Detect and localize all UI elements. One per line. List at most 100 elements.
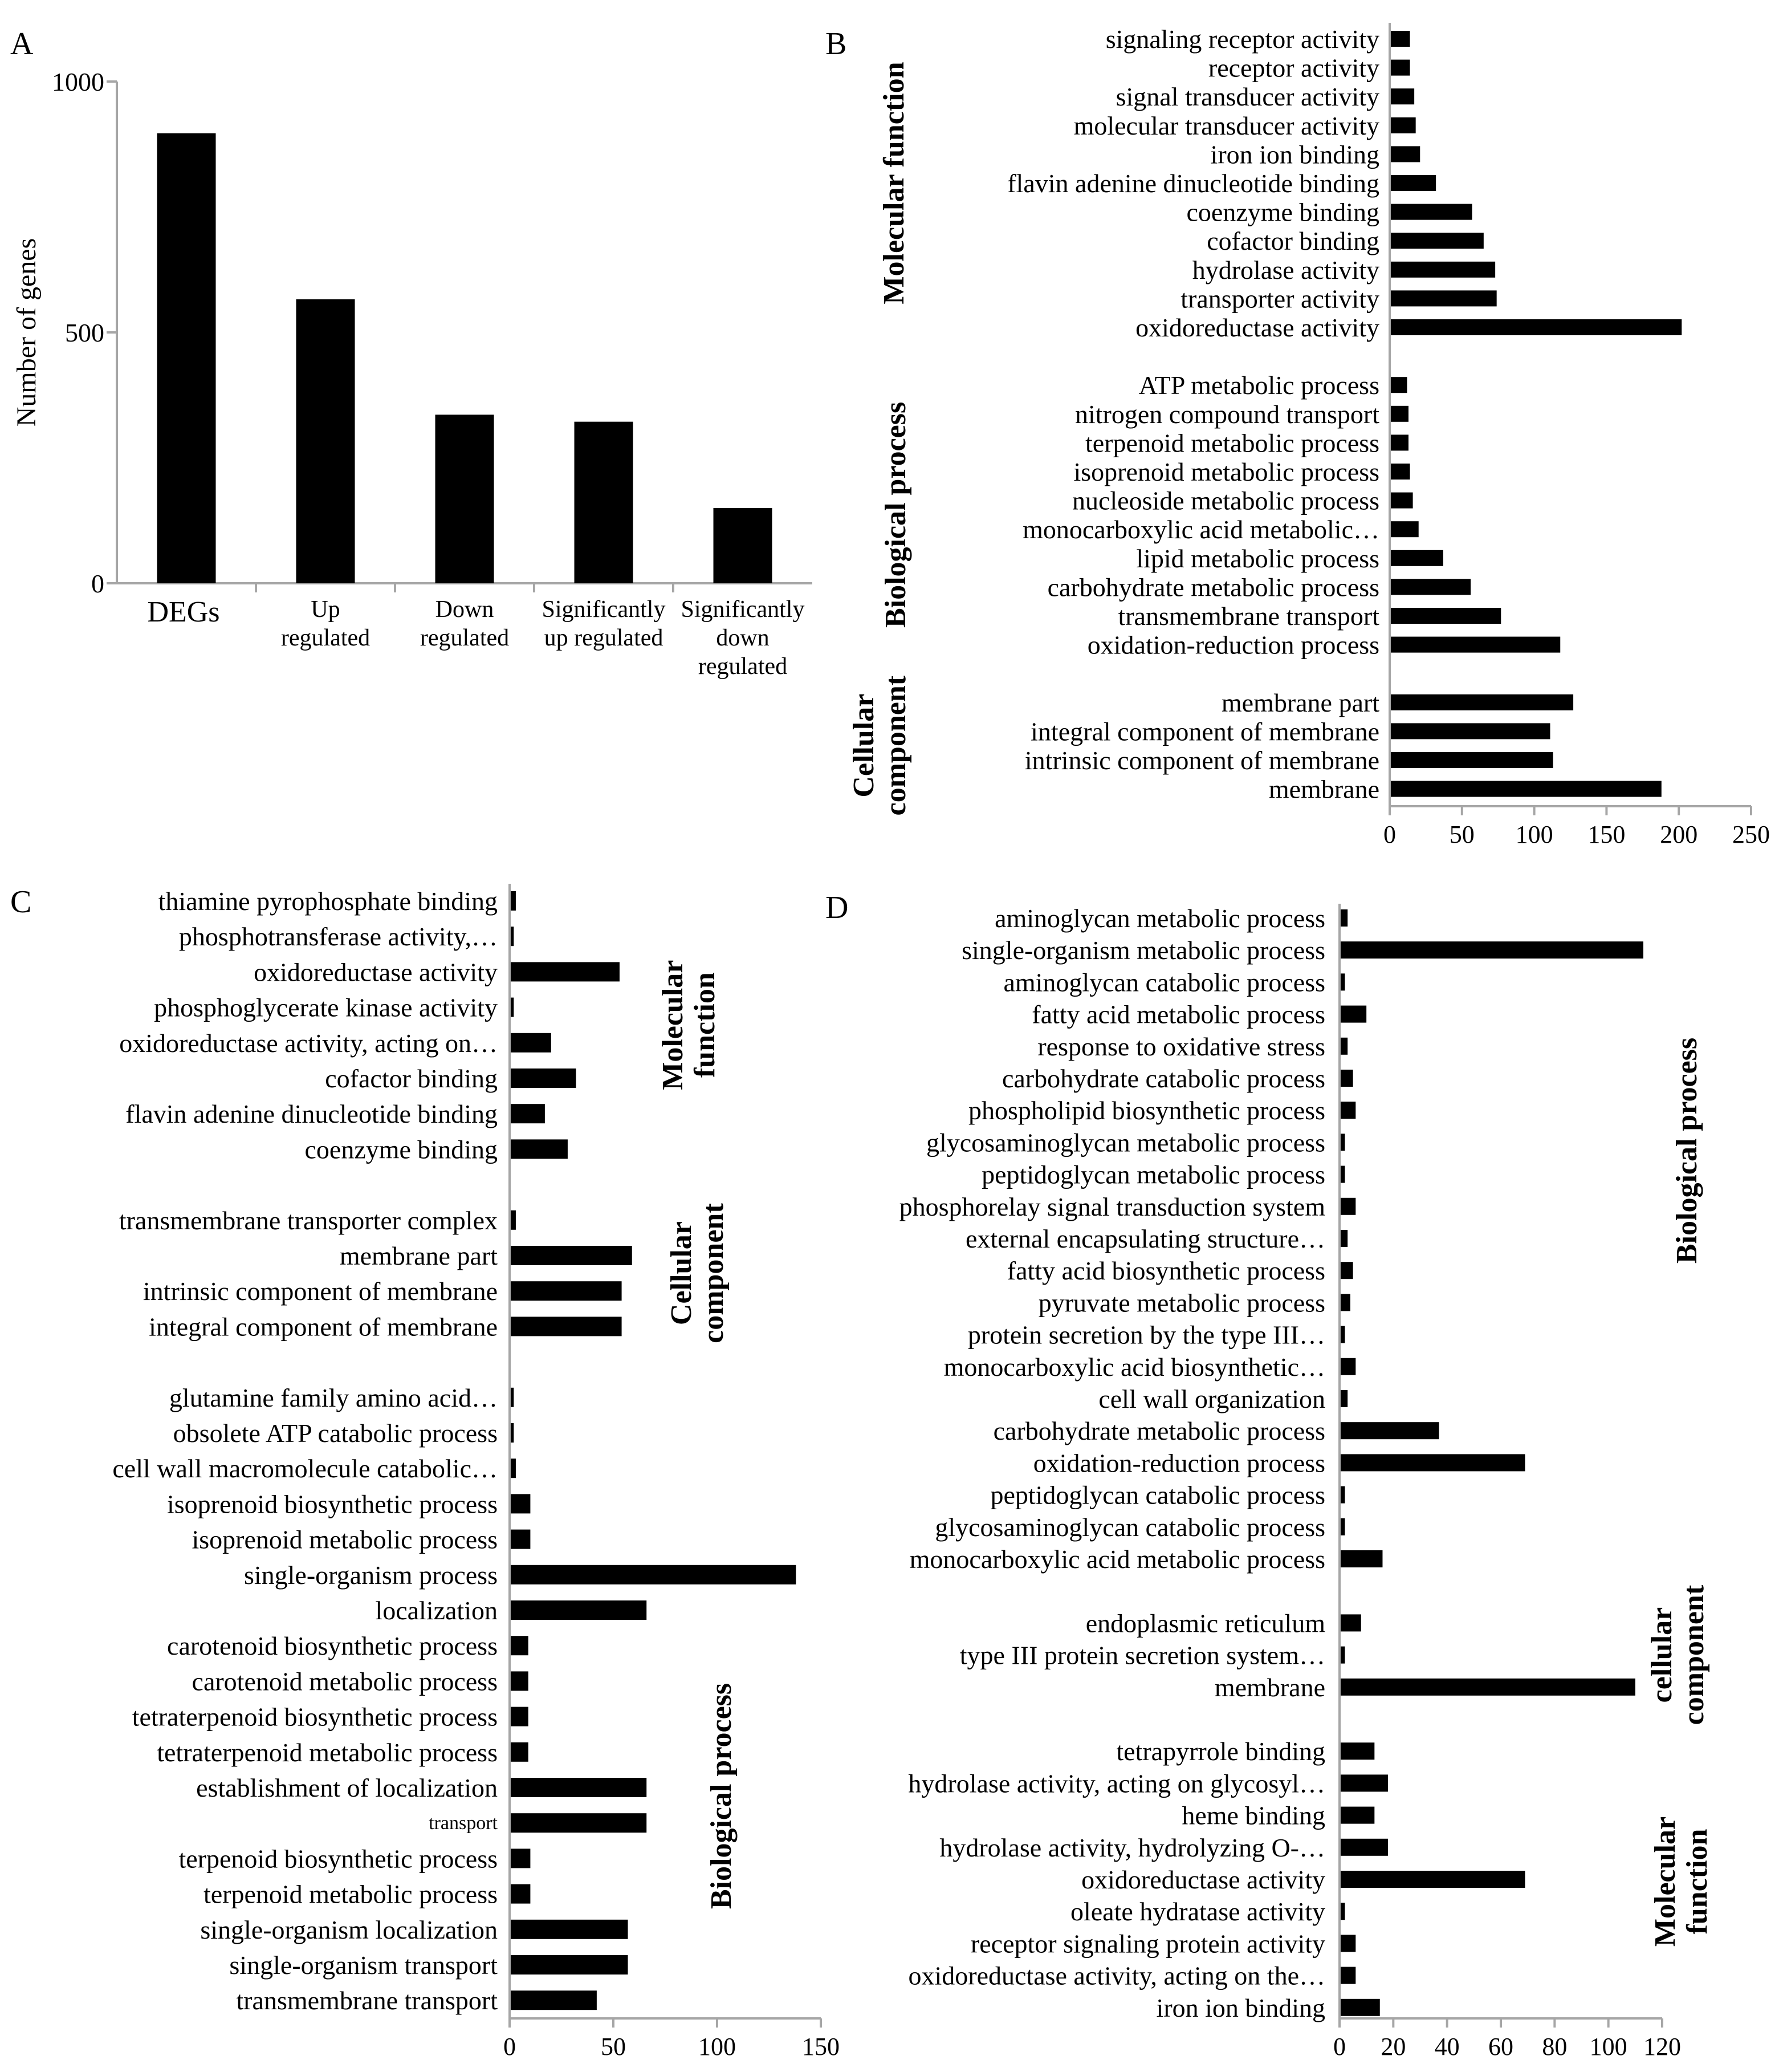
panel-b-category-label: lipid metabolic process — [1136, 544, 1379, 573]
panel-c-bar-thiamine-pyrophosphate-binding — [510, 891, 516, 911]
panel-c-category-label: isoprenoid metabolic process — [192, 1525, 498, 1554]
panel-c-bar-flavin-adenine-dinucleotide-binding — [510, 1104, 545, 1124]
panel-a-y-tick-label: 0 — [91, 569, 104, 598]
panel-b-bar-hydrolase-activity — [1390, 261, 1496, 278]
panel-c-bar-tetraterpenoid-biosynthetic-process — [510, 1707, 528, 1726]
panel-b-category-label: membrane — [1269, 775, 1379, 804]
panel-d-bar-hydrolase-activity-acting-on-glycosyl — [1340, 1774, 1388, 1792]
panel-c-bar-transport — [510, 1813, 647, 1833]
panel-c-bar-phosphoglycerate-kinase-activity — [510, 997, 514, 1017]
panel-a-bar-degs — [157, 133, 216, 583]
panel-d-category-label: endoplasmic reticulum — [1086, 1608, 1325, 1638]
panel-d-bar-heme-binding — [1340, 1806, 1375, 1824]
panel-b-bar-integral-component-of-membrane — [1390, 723, 1550, 740]
panel-b-category-label: oxidation-reduction process — [1088, 631, 1379, 660]
panel-d-group-label: Molecular — [1649, 1817, 1682, 1947]
panel-c-bar-single-organism-localization — [510, 1919, 628, 1939]
panel-d-category-label: carbohydrate catabolic process — [1002, 1064, 1325, 1093]
panel-b-category-label: cofactor binding — [1207, 226, 1379, 255]
panel-d-category-label: iron ion binding — [1157, 1993, 1325, 2022]
panel-d-bar-glycosaminoglycan-catabolic-process — [1340, 1518, 1345, 1535]
panel-b-category-label: receptor activity — [1208, 54, 1379, 83]
panel-d-bar-monocarboxylic-acid-biosynthetic — [1340, 1358, 1356, 1375]
panel-c-category-label: membrane part — [340, 1241, 498, 1270]
panel-c-bar-cofactor-binding — [510, 1068, 576, 1088]
panel-c-category-label: single-organism process — [244, 1561, 498, 1590]
panel-d-category-label: phosphorelay signal transduction system — [899, 1192, 1326, 1221]
panel-c-category-label: isoprenoid biosynthetic process — [167, 1489, 498, 1518]
panel-a-x-tick-label: regulated — [281, 625, 370, 651]
panel-b-category-label: coenzyme binding — [1186, 198, 1379, 227]
panel-a-bar-significantly-up-regulated — [574, 421, 633, 583]
panel-b-group-label: Molecular function — [878, 62, 910, 304]
panel-b-x-tick-label: 100 — [1516, 820, 1553, 848]
panel-a-x-tick-label: Significantly — [681, 596, 805, 623]
panel-d-category-label: fatty acid metabolic process — [1032, 1000, 1325, 1029]
panel-a-bar-down-regulated — [435, 415, 494, 583]
panel-b-category-label: integral component of membrane — [1031, 717, 1379, 746]
panel-d-bar-cell-wall-organization — [1340, 1390, 1348, 1407]
panel-c-category-label: transmembrane transporter complex — [119, 1206, 498, 1235]
panel-c-category-label: integral component of membrane — [149, 1312, 498, 1341]
panel-b-x-tick-label: 50 — [1450, 820, 1475, 848]
panel-b-category-label: monocarboxylic acid metabolic… — [1023, 515, 1379, 544]
panel-d-category-label: pyruvate metabolic process — [1039, 1288, 1325, 1317]
panel-a-y-axis-label: Number of genes — [11, 238, 42, 427]
panel-c-bar-carotenoid-metabolic-process — [510, 1671, 528, 1691]
panel-d-category-label: membrane — [1215, 1673, 1325, 1702]
panel-b-group-label: Cellular — [848, 694, 880, 798]
panel-d-bar-monocarboxylic-acid-metabolic-process — [1340, 1550, 1383, 1567]
panel-b-category-label: transmembrane transport — [1118, 602, 1379, 631]
panel-d-bar-phospholipid-biosynthetic-process — [1340, 1102, 1356, 1119]
panel-d-bar-carbohydrate-metabolic-process — [1340, 1422, 1439, 1440]
panel-a-x-tick-label: down — [716, 625, 769, 651]
panel-d-category-label: external encapsulating structure… — [966, 1224, 1325, 1253]
panel-d-group-label: component — [1678, 1585, 1710, 1725]
panel-c-category-label: obsolete ATP catabolic process — [173, 1419, 498, 1448]
panel-b-bar-membrane-part — [1390, 694, 1574, 710]
panel-b-bar-molecular-transducer-activity — [1390, 117, 1416, 133]
panel-d-bar-receptor-signaling-protein-activity — [1340, 1935, 1356, 1952]
panel-b-bar-nucleoside-metabolic-process — [1390, 492, 1413, 509]
panel-b-bar-isoprenoid-metabolic-process — [1390, 464, 1410, 480]
panel-c-bar-oxidoreductase-activity — [510, 962, 620, 982]
panel-c-bar-establishment-of-localization — [510, 1778, 647, 1797]
panel-c-category-label: oxidoreductase activity, acting on… — [119, 1029, 498, 1058]
panel-c-label: C — [10, 884, 31, 920]
panel-c-category-label: intrinsic component of membrane — [143, 1277, 498, 1306]
panel-c-group-label: Biological process — [705, 1683, 738, 1909]
panel-d-category-label: aminoglycan catabolic process — [1003, 968, 1325, 997]
panel-b-bar-iron-ion-binding — [1390, 146, 1420, 162]
panel-b-bar-membrane — [1390, 781, 1662, 797]
panel-d-bar-oxidoreductase-activity-acting-on-the — [1340, 1967, 1356, 1984]
panel-b-bar-signal-transducer-activity — [1390, 88, 1415, 105]
panel-c-bar-isoprenoid-metabolic-process — [510, 1529, 531, 1549]
panel-d-x-tick-label: 100 — [1590, 2033, 1627, 2061]
panel-c-category-label: thiamine pyrophosphate binding — [158, 887, 498, 916]
panel-b-group-label: Biological process — [880, 402, 912, 628]
panel-c-bar-cell-wall-macromolecule-catabolic — [510, 1458, 516, 1478]
panel-b-category-label: oxidoreductase activity — [1135, 313, 1379, 342]
panel-c-bar-isoprenoid-biosynthetic-process — [510, 1494, 531, 1514]
panel-c-bar-terpenoid-biosynthetic-process — [510, 1848, 531, 1868]
panel-b-category-label: isoprenoid metabolic process — [1073, 457, 1379, 486]
panel-c-category-label: phosphotransferase activity,… — [179, 922, 498, 951]
panel-d-category-label: heme binding — [1182, 1801, 1325, 1830]
panel-d-group-label: cellular — [1646, 1607, 1678, 1703]
panel-d-category-label: tetrapyrrole binding — [1116, 1737, 1325, 1766]
panel-d-x-tick-label: 40 — [1435, 2033, 1460, 2061]
panel-b-category-label: transporter activity — [1180, 284, 1379, 313]
panel-b-category-label: terpenoid metabolic process — [1085, 428, 1379, 457]
panel-b-category-label: hydrolase activity — [1192, 255, 1379, 285]
panel-b-bar-oxidoreductase-activity — [1390, 319, 1682, 335]
panel-a-x-tick-label: DEGs — [147, 596, 219, 628]
panel-c-category-label: phosphoglycerate kinase activity — [154, 993, 498, 1022]
panel-c-category-label: terpenoid metabolic process — [203, 1880, 498, 1909]
panel-b-label: B — [825, 26, 846, 62]
panel-a-bar-up-regulated — [296, 299, 355, 583]
panel-c-category-label: localization — [375, 1596, 498, 1625]
panel-b-category-label: intrinsic component of membrane — [1025, 746, 1379, 775]
